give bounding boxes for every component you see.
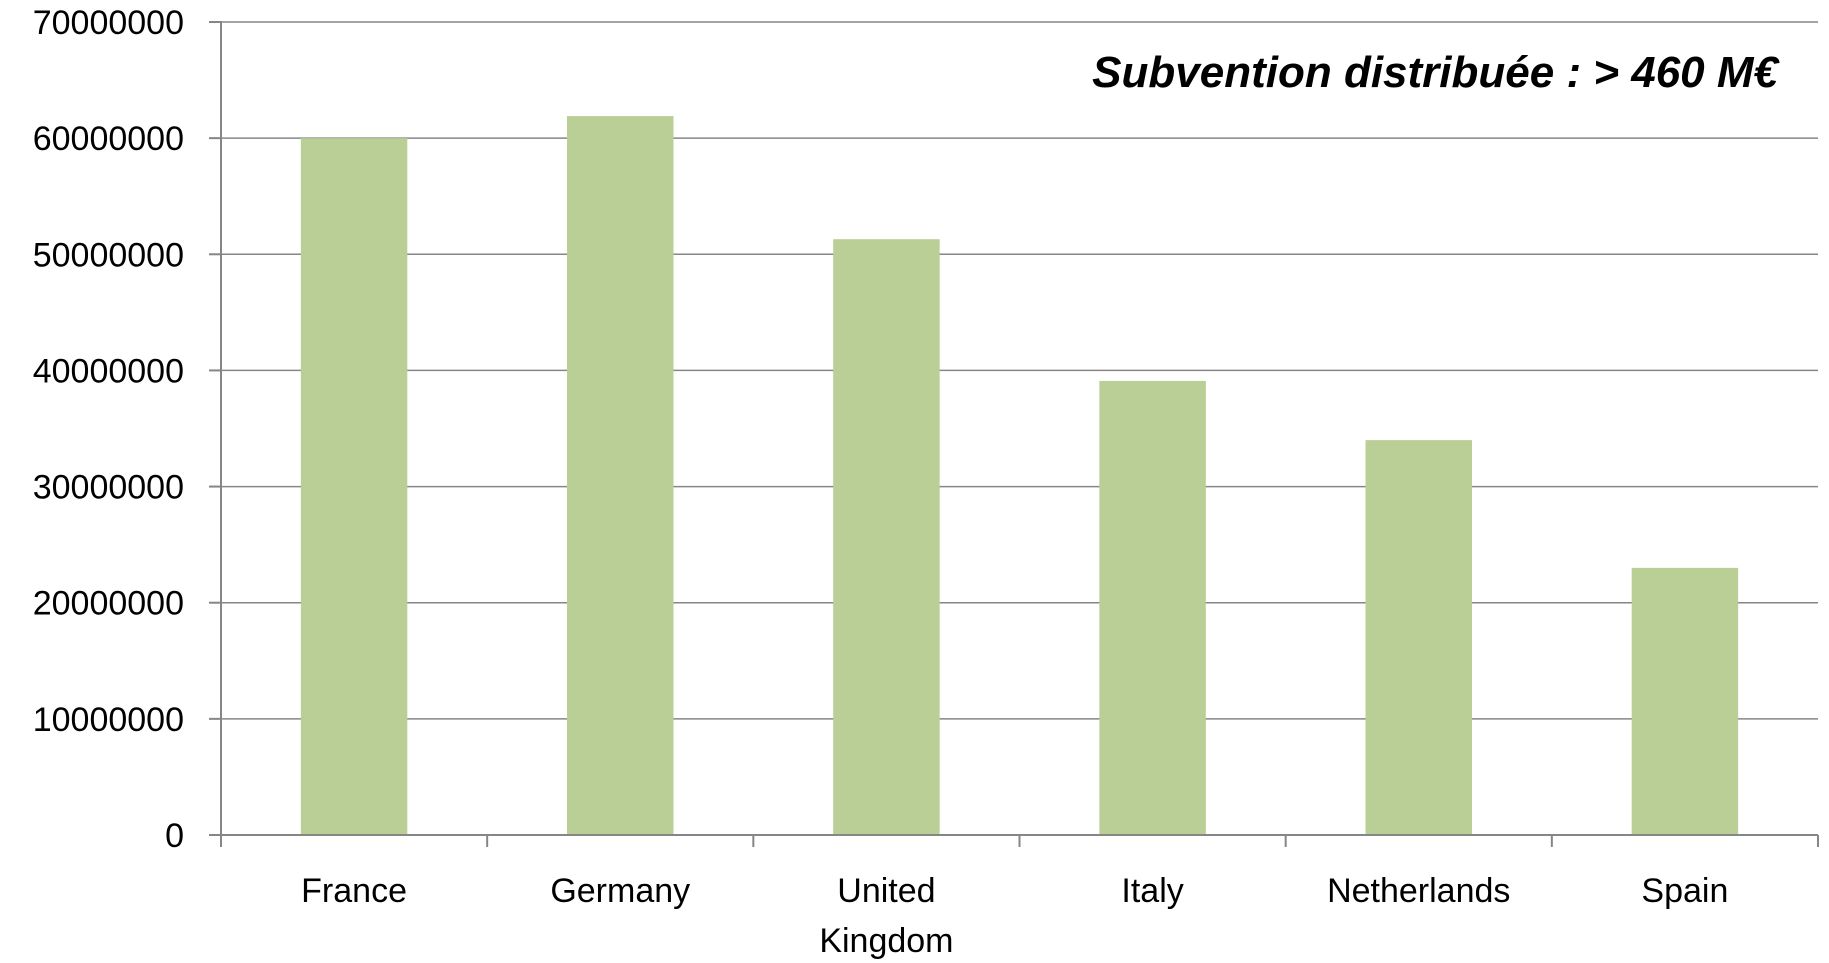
- x-category-label: Italy: [1121, 872, 1183, 910]
- x-category-label-line: Spain: [1641, 872, 1728, 910]
- y-tick-label: 40000000: [33, 352, 184, 390]
- x-category-label-line: Netherlands: [1327, 872, 1510, 910]
- x-category-label-line: United: [837, 872, 935, 910]
- x-category-label-line: France: [301, 872, 407, 910]
- y-tick-label: 0: [165, 817, 184, 855]
- x-category-label: France: [301, 872, 407, 910]
- chart-annotation: Subvention distribuée : > 460 M€: [1092, 48, 1780, 97]
- bar: [833, 239, 940, 836]
- x-category-label: Netherlands: [1327, 872, 1510, 910]
- x-category-labels: France Germany United Kingdom Italy Netherlan…: [301, 872, 1728, 960]
- y-tick-label: 30000000: [33, 469, 184, 507]
- y-tick-label: 10000000: [33, 701, 184, 739]
- y-tick-label: 50000000: [33, 236, 184, 274]
- x-category-label-line: Kingdom: [819, 922, 953, 960]
- bar: [1099, 380, 1206, 835]
- x-category-label: Spain: [1641, 872, 1728, 910]
- x-category-label: Germany: [550, 872, 690, 910]
- x-category-label-line: Italy: [1121, 872, 1183, 910]
- bars: [300, 116, 1739, 836]
- y-tick-labels: 0 10000000 20000000 30000000 40000000 5000000…: [33, 4, 184, 855]
- x-category-label: United Kingdom: [819, 872, 953, 960]
- gridlines: [221, 21, 1818, 720]
- y-tick-label: 70000000: [33, 4, 184, 42]
- bar: [1631, 567, 1739, 835]
- bar: [300, 138, 408, 836]
- bar: [567, 116, 674, 836]
- y-tick-label: 60000000: [33, 120, 184, 158]
- axes: [209, 21, 1819, 847]
- bar: [1365, 440, 1472, 835]
- y-tick-label: 20000000: [33, 585, 184, 623]
- x-category-label-line: Germany: [550, 872, 690, 910]
